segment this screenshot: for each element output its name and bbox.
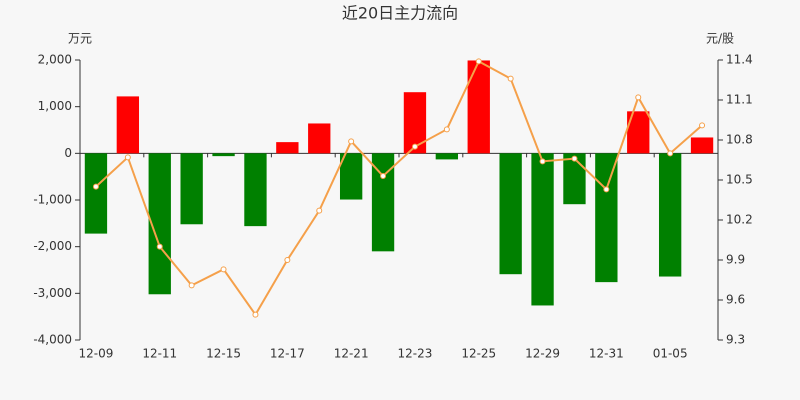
y-tick-label: -3,000 [33, 286, 72, 300]
price-point [284, 257, 291, 263]
bar [403, 92, 427, 154]
price-point [220, 266, 227, 273]
y-tick-label: 1,000 [38, 99, 72, 113]
x-tick-label: 12-23 [398, 347, 433, 361]
price-point [124, 154, 131, 161]
x-tick-label: 01-05 [653, 347, 688, 361]
y-axis-label: 万元 [68, 32, 92, 46]
y2-tick-label: 11.1 [726, 93, 753, 107]
bar [116, 96, 140, 154]
price-point [571, 155, 578, 162]
y2-axis-label: 元/股 [706, 32, 734, 46]
y2-tick-label: 9.6 [726, 293, 745, 307]
y-tick-label: -1,000 [33, 193, 72, 207]
price-point [443, 126, 450, 133]
y2-tick-label: 9.3 [726, 333, 745, 347]
bar [467, 60, 490, 154]
x-tick-label: 12-15 [206, 347, 241, 361]
bar [499, 153, 522, 275]
price-point [539, 158, 546, 165]
x-tick-label: 12-29 [525, 347, 560, 361]
bar [308, 123, 331, 154]
x-tick-label: 12-25 [461, 347, 496, 361]
bar [244, 153, 267, 227]
price-line [95, 59, 703, 317]
price-point [603, 186, 610, 193]
bar [690, 137, 714, 154]
price-point [348, 138, 355, 145]
price-point [507, 75, 514, 82]
bar [563, 153, 586, 205]
y2-tick-label: 10.2 [726, 213, 753, 227]
bar [658, 153, 682, 277]
x-tick-label: 12-31 [589, 347, 624, 361]
bar [276, 142, 299, 154]
price-point [699, 122, 706, 129]
price-point [252, 311, 259, 318]
price-point [635, 94, 642, 101]
x-tick-label: 12-11 [142, 347, 177, 361]
price-point [316, 207, 323, 214]
bar [148, 153, 171, 295]
chart-title: 近20日主力流向 [342, 4, 458, 23]
price-point [156, 243, 163, 250]
bar [595, 153, 618, 283]
price-point [92, 183, 99, 190]
y2-tick-label: 10.8 [726, 133, 753, 147]
price-point [411, 143, 418, 150]
x-tick-label: 12-17 [270, 347, 305, 361]
bar [339, 153, 363, 200]
y2-tick-label: 9.9 [726, 253, 745, 267]
x-tick-label: 12-09 [79, 347, 114, 361]
y2-tick-label: 10.5 [726, 173, 753, 187]
price-point [188, 282, 195, 289]
bar [212, 153, 235, 157]
y-tick-label: -2,000 [33, 239, 72, 253]
bar [180, 153, 203, 225]
bar [371, 153, 395, 252]
price-point [380, 173, 387, 179]
y2-tick-label: 11.4 [726, 53, 753, 67]
x-tick-label: 12-21 [334, 347, 369, 361]
y-tick-label: -4,000 [33, 333, 72, 347]
bar [435, 153, 459, 160]
price-point [667, 150, 674, 157]
bar [84, 153, 108, 234]
y-tick-label: 2,000 [38, 53, 72, 67]
bar [531, 153, 554, 306]
bar [627, 111, 650, 154]
y-tick-label: 0 [64, 146, 72, 160]
price-point [475, 58, 482, 65]
